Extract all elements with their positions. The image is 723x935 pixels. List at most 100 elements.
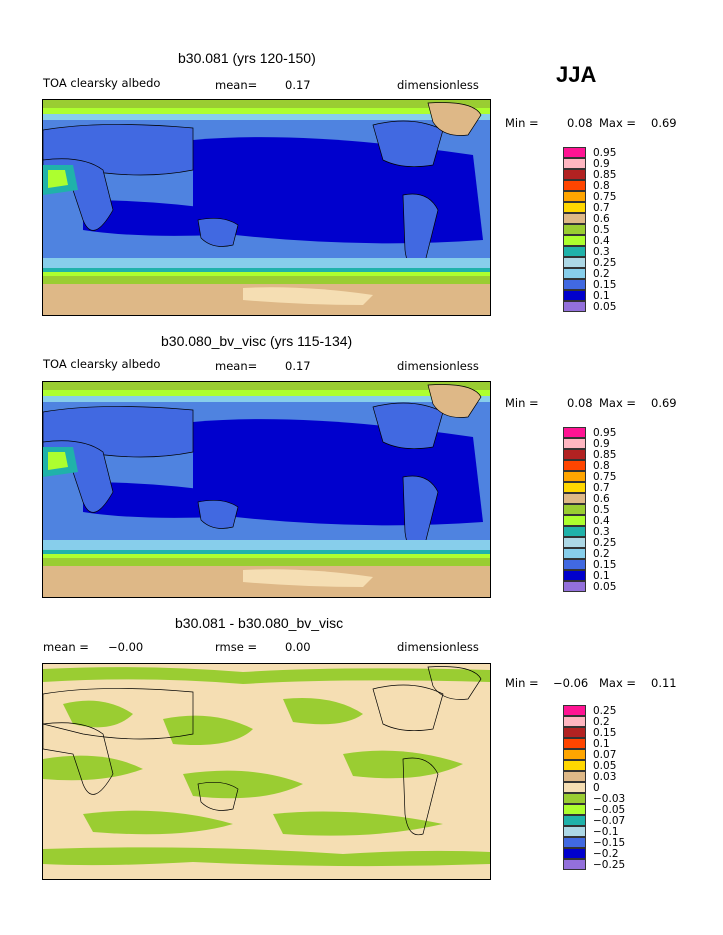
- panel-3-title: b30.081 - b30.080_bv_visc: [175, 615, 344, 631]
- panel-3-rmse-value: 0.00: [285, 640, 311, 654]
- colorbar-swatch: [563, 771, 586, 782]
- colorbar-label: 0.05: [593, 760, 617, 772]
- colorbar-label: 0: [593, 782, 600, 794]
- colorbar-swatch: [563, 837, 586, 848]
- panel-3-mean-value: −0.00: [108, 640, 144, 654]
- colorbar-swatch: [563, 526, 586, 537]
- colorbar-swatch: [563, 782, 586, 793]
- colorbar-swatch: [563, 279, 586, 290]
- panel-1-variable-label: TOA clearsky albedo: [43, 76, 161, 90]
- panel-3-units: dimensionless: [397, 640, 479, 654]
- panel-3-rmse-label: rmse =: [215, 640, 258, 654]
- colorbar-swatch: [563, 716, 586, 727]
- colorbar-swatch: [563, 471, 586, 482]
- panel-3-min-label: Min =: [505, 676, 539, 690]
- colorbar-label: 0.5: [593, 224, 610, 236]
- colorbar-swatch: [563, 848, 586, 859]
- colorbar-swatch: [563, 559, 586, 570]
- panel-3-min-value: −0.06: [553, 676, 589, 690]
- colorbar-label: 0.85: [593, 449, 617, 461]
- colorbar-label: 0.7: [593, 482, 610, 494]
- colorbar-label: 0.3: [593, 526, 610, 538]
- colorbar-label: 0.25: [593, 257, 617, 269]
- colorbar-swatch: [563, 493, 586, 504]
- panel-1-units: dimensionless: [397, 78, 479, 92]
- panel-3-mean-label: mean =: [43, 640, 89, 654]
- panel-2-max-value: 0.69: [651, 396, 677, 410]
- colorbar-swatch: [563, 158, 586, 169]
- colorbar-label: 0.95: [593, 147, 617, 159]
- panel-2-map: [42, 381, 491, 598]
- colorbar-swatch: [563, 537, 586, 548]
- colorbar-label: 0.75: [593, 471, 617, 483]
- colorbar-label: 0.25: [593, 537, 617, 549]
- colorbar-label: 0.75: [593, 191, 617, 203]
- panel-1-title: b30.081 (yrs 120-150): [178, 50, 316, 66]
- colorbar-swatch: [563, 749, 586, 760]
- colorbar-swatch: [563, 815, 586, 826]
- colorbar-label: −0.05: [593, 804, 626, 816]
- colorbar-swatch: [563, 191, 586, 202]
- colorbar-label: 0.9: [593, 438, 610, 450]
- colorbar-label: 0.15: [593, 727, 617, 739]
- colorbar-swatch: [563, 482, 586, 493]
- panel-1-max-label: Max =: [599, 116, 637, 130]
- colorbar-label: 0.2: [593, 716, 610, 728]
- colorbar-swatch: [563, 301, 586, 312]
- colorbar-label: 0.15: [593, 279, 617, 291]
- panel-2-variable-label: TOA clearsky albedo: [43, 357, 161, 371]
- colorbar-swatch: [563, 235, 586, 246]
- panel-2-min-label: Min =: [505, 396, 539, 410]
- colorbar-label: 0.2: [593, 268, 610, 280]
- panel-3-max-label: Max =: [599, 676, 637, 690]
- colorbar-swatch: [563, 804, 586, 815]
- colorbar-swatch: [563, 705, 586, 716]
- colorbar-label: 0.85: [593, 169, 617, 181]
- colorbar-label: 0.8: [593, 460, 610, 472]
- colorbar-label: −0.2: [593, 848, 619, 860]
- colorbar-swatch: [563, 224, 586, 235]
- colorbar-label: 0.95: [593, 427, 617, 439]
- panel-1-min-label: Min =: [505, 116, 539, 130]
- colorbar-swatch: [563, 449, 586, 460]
- colorbar-swatch: [563, 738, 586, 749]
- panel-1-map: [42, 99, 491, 316]
- colorbar-label: 0.05: [593, 301, 617, 313]
- colorbar-label: 0.2: [593, 548, 610, 560]
- panel-2-mean-label: mean=: [215, 359, 258, 373]
- panel-3-map: [42, 663, 491, 880]
- colorbar-swatch: [563, 147, 586, 158]
- colorbar-swatch: [563, 180, 586, 191]
- colorbar-label: 0.8: [593, 180, 610, 192]
- colorbar-label: 0.25: [593, 705, 617, 717]
- colorbar-label: −0.1: [593, 826, 619, 838]
- colorbar-swatch: [563, 515, 586, 526]
- colorbar-label: 0.03: [593, 771, 617, 783]
- colorbar-label: 0.6: [593, 213, 610, 225]
- colorbar-swatch: [563, 826, 586, 837]
- colorbar-swatch: [563, 202, 586, 213]
- panel-1-mean-value: 0.17: [285, 78, 311, 92]
- colorbar-label: 0.4: [593, 235, 610, 247]
- colorbar-swatch: [563, 570, 586, 581]
- colorbar-label: −0.03: [593, 793, 626, 805]
- colorbar-swatch: [563, 213, 586, 224]
- colorbar-label: 0.1: [593, 570, 610, 582]
- panel-1-mean-label: mean=: [215, 78, 258, 92]
- colorbar-label: 0.05: [593, 581, 617, 593]
- colorbar-label: −0.07: [593, 815, 626, 827]
- colorbar-label: 0.5: [593, 504, 610, 516]
- colorbar-label: 0.6: [593, 493, 610, 505]
- colorbar-swatch: [563, 727, 586, 738]
- colorbar-swatch: [563, 793, 586, 804]
- colorbar-label: 0.7: [593, 202, 610, 214]
- colorbar-swatch: [563, 760, 586, 771]
- colorbar-swatch: [563, 504, 586, 515]
- panel-2-min-value: 0.08: [567, 396, 593, 410]
- colorbar-label: 0.1: [593, 290, 610, 302]
- colorbar-swatch: [563, 427, 586, 438]
- panel-1-min-value: 0.08: [567, 116, 593, 130]
- colorbar-label: 0.1: [593, 738, 610, 750]
- colorbar-label: 0.3: [593, 246, 610, 258]
- colorbar-label: −0.25: [593, 859, 626, 871]
